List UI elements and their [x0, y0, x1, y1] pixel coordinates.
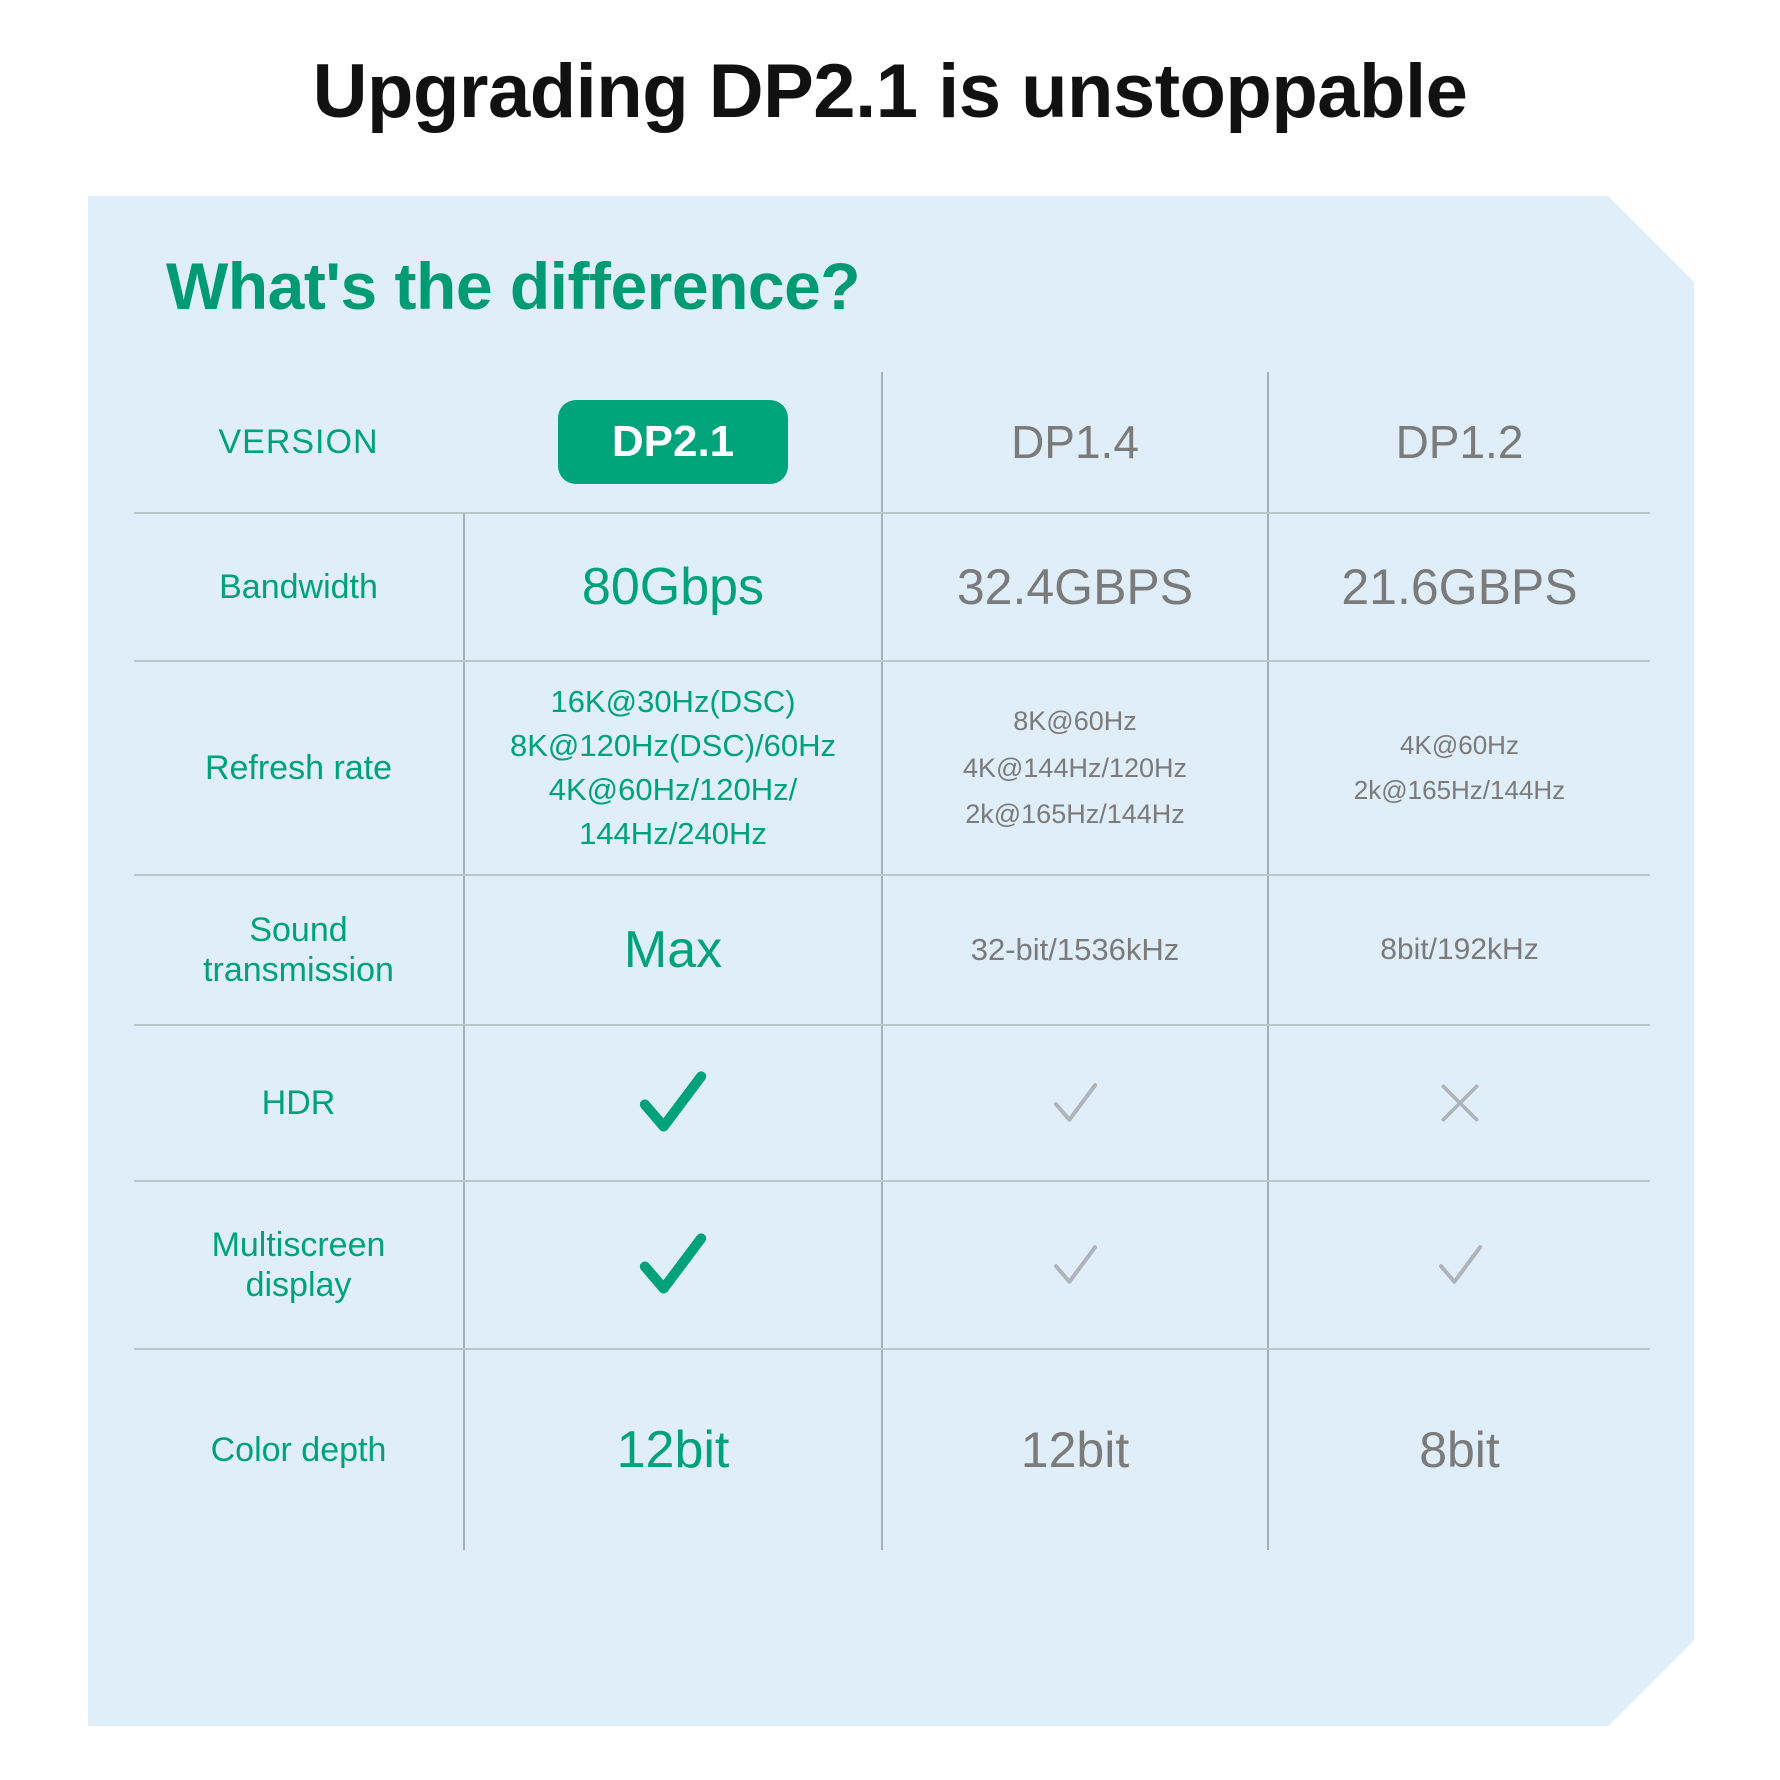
cell-color-depth-dp12: 8bit — [1268, 1349, 1650, 1550]
header-label-version: VERSION — [218, 422, 379, 461]
cell-line: 4K@144Hz/120Hz — [962, 752, 1188, 783]
cell-line: 2k@165Hz/144Hz — [965, 799, 1185, 830]
row-label-sound-transmission: Sound transmission — [134, 875, 464, 1025]
cell-line: 8K@120Hz(DSC)/60Hz — [509, 727, 837, 763]
row-label-line: Multiscreen — [211, 1225, 386, 1264]
cell-hdr-dp14 — [882, 1025, 1268, 1181]
comparison-panel: What's the difference? VERSION DP2.1 — [88, 196, 1694, 1726]
header-cell-dp12: DP1.2 — [1268, 372, 1650, 513]
cell-value-lines: 8K@60Hz 4K@144Hz/120Hz 2k@165Hz/144Hz — [883, 698, 1267, 837]
table-header-row: VERSION DP2.1 DP1.4 DP1.2 — [134, 372, 1650, 513]
cell-icon-wrap — [883, 1237, 1267, 1293]
cell-bandwidth-dp21: 80Gbps — [464, 513, 882, 661]
cell-hdr-dp21 — [464, 1025, 882, 1181]
cell-color-depth-dp14: 12bit — [882, 1349, 1268, 1550]
cell-line: 8K@60Hz — [1013, 706, 1137, 737]
cell-line: 16K@30Hz(DSC) — [550, 683, 796, 719]
check-icon-gray — [1047, 1237, 1103, 1293]
cell-value: 8bit/192kHz — [1380, 933, 1539, 967]
cell-sound-dp21: Max — [464, 875, 882, 1025]
cell-icon-wrap — [465, 1226, 881, 1304]
cell-refresh-dp12: 4K@60Hz 2k@165Hz/144Hz — [1268, 661, 1650, 875]
row-label-text: Refresh rate — [204, 748, 393, 787]
highlight-badge-dp21[interactable]: DP2.1 — [558, 400, 788, 484]
row-label-line: display — [245, 1266, 352, 1304]
cell-value: 12bit — [1020, 1422, 1130, 1478]
cell-bandwidth-dp14: 32.4GBPS — [882, 513, 1268, 661]
row-label-text: Color depth — [210, 1430, 387, 1469]
row-label-color-depth: Color depth — [134, 1349, 464, 1550]
row-label-bandwidth: Bandwidth — [134, 513, 464, 661]
cell-color-depth-dp21: 12bit — [464, 1349, 882, 1550]
row-label-refresh-rate: Refresh rate — [134, 661, 464, 875]
row-label-hdr: HDR — [134, 1025, 464, 1181]
header-label-dp14: DP1.4 — [1011, 416, 1139, 468]
check-icon-green — [634, 1064, 712, 1142]
comparison-table: VERSION DP2.1 DP1.4 DP1.2 — [134, 372, 1650, 1550]
row-label-line: Sound — [249, 910, 348, 949]
page-title: Upgrading DP2.1 is unstoppable — [312, 49, 1468, 134]
header-label-dp12: DP1.2 — [1395, 416, 1524, 468]
table-row: Multiscreen display — [134, 1181, 1650, 1349]
cell-icon-wrap — [465, 1064, 881, 1142]
cell-multiscreen-dp14 — [882, 1181, 1268, 1349]
close-icon-gray — [1434, 1077, 1486, 1129]
cell-refresh-dp14: 8K@60Hz 4K@144Hz/120Hz 2k@165Hz/144Hz — [882, 661, 1268, 875]
cell-value-lines: 16K@30Hz(DSC) 8K@120Hz(DSC)/60Hz 4K@60Hz… — [465, 680, 881, 856]
table-row: Color depth 12bit 12bit 8bit — [134, 1349, 1650, 1550]
row-label-lines: Sound transmission — [134, 910, 463, 990]
header-cell-dp14: DP1.4 — [882, 372, 1268, 513]
cell-icon-wrap — [1269, 1077, 1650, 1129]
cell-icon-wrap — [883, 1075, 1267, 1131]
cell-value: 8bit — [1419, 1422, 1500, 1478]
cell-sound-dp14: 32-bit/1536kHz — [882, 875, 1268, 1025]
cell-sound-dp12: 8bit/192kHz — [1268, 875, 1650, 1025]
header-cell-dp21: DP2.1 — [464, 372, 882, 513]
row-label-multiscreen-display: Multiscreen display — [134, 1181, 464, 1349]
table-row: Refresh rate 16K@30Hz(DSC) 8K@120Hz(DSC)… — [134, 661, 1650, 875]
cell-hdr-dp12 — [1268, 1025, 1650, 1181]
cell-value: 80Gbps — [581, 558, 765, 616]
row-label-line: transmission — [203, 951, 394, 989]
table-row: HDR — [134, 1025, 1650, 1181]
cell-bandwidth-dp12: 21.6GBPS — [1268, 513, 1650, 661]
cell-multiscreen-dp12 — [1268, 1181, 1650, 1349]
cell-line: 144Hz/240Hz — [579, 816, 767, 852]
cell-value-lines: 4K@60Hz 2k@165Hz/144Hz — [1269, 723, 1650, 812]
cell-icon-wrap — [1269, 1237, 1650, 1293]
check-icon-gray — [1047, 1075, 1103, 1131]
table-row: Bandwidth 80Gbps 32.4GBPS 21.6GBPS — [134, 513, 1650, 661]
header-cell-version: VERSION — [134, 372, 464, 513]
cell-value: 32-bit/1536kHz — [970, 932, 1180, 968]
cell-line: 2k@165Hz/144Hz — [1353, 775, 1566, 805]
check-icon-gray — [1432, 1237, 1488, 1293]
cell-multiscreen-dp21 — [464, 1181, 882, 1349]
cell-value: Max — [623, 921, 723, 979]
cell-value: 21.6GBPS — [1341, 559, 1578, 615]
cell-value: 32.4GBPS — [956, 559, 1194, 615]
row-label-lines: Multiscreen display — [134, 1225, 463, 1305]
panel-heading: What's the difference? — [166, 249, 861, 323]
cell-line: 4K@60Hz — [1400, 730, 1519, 761]
cell-refresh-dp21: 16K@30Hz(DSC) 8K@120Hz(DSC)/60Hz 4K@60Hz… — [464, 661, 882, 875]
row-label-text: HDR — [261, 1083, 336, 1122]
cell-value: 12bit — [616, 1421, 730, 1479]
check-icon-green — [634, 1226, 712, 1304]
table-row: Sound transmission Max 32-bit/1536kHz 8b… — [134, 875, 1650, 1025]
comparison-table-wrap: VERSION DP2.1 DP1.4 DP1.2 — [134, 372, 1650, 1550]
cell-line: 4K@60Hz/120Hz/ — [548, 772, 798, 807]
row-label-text: Bandwidth — [219, 567, 378, 606]
